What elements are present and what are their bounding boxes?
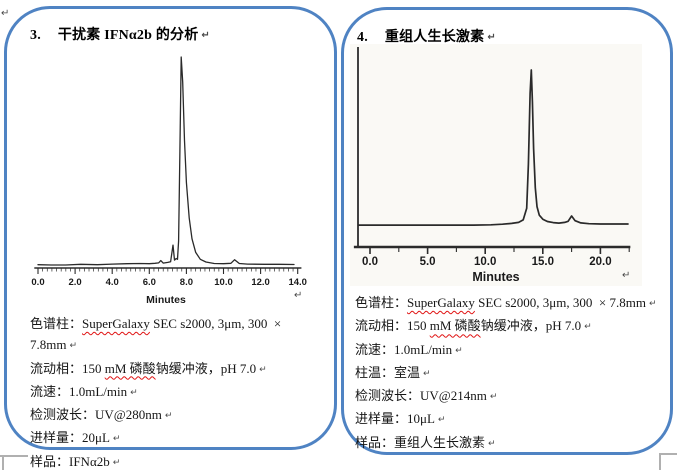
- spec-line: 进样量：20μL ↵: [30, 427, 330, 450]
- x-tick-label: 4.0: [106, 277, 119, 288]
- paragraph-mark: ↵: [112, 457, 121, 468]
- paragraph-mark: ↵: [164, 411, 173, 422]
- x-tick-label: 10.0: [474, 256, 496, 268]
- misspelled-text: SuperGalaxy: [407, 295, 475, 310]
- page-boundary-mark: [659, 453, 677, 455]
- page-boundary-mark: [0, 455, 28, 457]
- section-title: 干扰素 IFNα2b 的分析: [57, 28, 199, 43]
- x-tick-label: 10.0: [214, 277, 233, 288]
- spec-text: 流动相：150: [355, 318, 430, 334]
- section-number: 3.: [30, 28, 41, 43]
- spec-text: 进样量：20μL: [30, 430, 110, 446]
- x-tick-label: 0.0: [362, 256, 378, 268]
- spec-text: SEC s2000, 3μm, 300 × 7.8mm: [474, 295, 646, 310]
- spec-line: 色谱柱：SuperGalaxy SEC s2000, 3μm, 300 × 7.…: [30, 313, 330, 358]
- spec-text: 流速：1.0mL/min: [355, 341, 453, 357]
- chromatogram-plot: 0.0 2.0 4.0 6.0 8.0 10.0 12.0 14.0 Minutes: [31, 56, 307, 306]
- plot-background: [350, 44, 642, 286]
- paragraph-mark: ↵: [423, 368, 431, 379]
- section-number: 4.: [357, 30, 368, 45]
- spec-lines: 色谱柱：SuperGalaxy SEC s2000, 3μm, 300 × 7.…: [355, 292, 667, 455]
- x-tick-label: 8.0: [180, 277, 193, 288]
- spec-text: 样品：IFNα2b: [30, 453, 110, 469]
- spec-line: 流速：1.0mL/min ↵: [30, 381, 330, 404]
- x-axis-label: Minutes: [472, 270, 519, 284]
- spec-line: 检测波长：UV@214nm ↵: [355, 385, 667, 408]
- x-tick-label: 6.0: [143, 277, 156, 288]
- x-tick-label: 15.0: [532, 256, 554, 268]
- x-axis-label: Minutes: [146, 294, 186, 306]
- spec-line: 流动相：150 mM 磷酸钠缓冲液，pH 7.0 ↵: [30, 358, 330, 381]
- paragraph-mark: ↵: [622, 270, 631, 281]
- spec-text: SEC s2000, 3μm, 300 × 7.8mm: [30, 316, 285, 353]
- paragraph-mark: ↵: [259, 364, 267, 375]
- signal-trace: [37, 56, 295, 266]
- paragraph-mark: ↵: [648, 299, 657, 309]
- paragraph-mark: ↵: [294, 290, 303, 301]
- paragraph-mark: ↵: [488, 438, 496, 449]
- paragraph-mark: ↵: [455, 345, 463, 356]
- paragraph-mark: ↵: [437, 415, 446, 426]
- spec-line: 检测波长：UV@280nm ↵: [30, 404, 330, 427]
- spec-line: 样品：重组人生长激素 ↵: [355, 432, 667, 455]
- x-tick-label: 14.0: [288, 277, 307, 288]
- misspelled-text: SuperGalaxy: [82, 316, 150, 331]
- spec-text: 柱温：室温: [355, 364, 421, 380]
- spec-text: 检测波长：UV@214nm: [355, 388, 487, 404]
- spec-line: 进样量：10μL ↵: [355, 408, 667, 431]
- spec-text: 色谱柱：: [30, 316, 83, 331]
- spec-line: 样品：IFNα2b ↵: [30, 451, 330, 470]
- spec-lines: 色谱柱：SuperGalaxy SEC s2000, 3μm, 300 × 7.…: [30, 313, 330, 470]
- panel-title: 3. 干扰素 IFNα2b 的分析 ↵: [30, 24, 210, 44]
- spec-text: 色谱柱：: [355, 295, 408, 310]
- paragraph-mark: ↵: [112, 434, 121, 445]
- chromatogram-ifn-a2b: 0.0 2.0 4.0 6.0 8.0 10.0 12.0 14.0 Minutes: [14, 44, 326, 310]
- x-tick-label: 0.0: [31, 277, 44, 288]
- panel-title: 4. 重组人生长激素 ↵: [357, 26, 496, 46]
- spec-line: 色谱柱：SuperGalaxy SEC s2000, 3μm, 300 × 7.…: [355, 292, 667, 315]
- chromatogram-plot: 0.0 5.0 10.0 15.0 20.0 Minutes: [350, 44, 642, 286]
- spec-line: 流速：1.0mL/min ↵: [355, 339, 667, 362]
- paragraph-mark: ↵: [201, 30, 211, 41]
- paragraph-mark: ↵: [130, 387, 138, 398]
- page-boundary-mark: [659, 453, 661, 470]
- panel-ifn-a2b: [4, 6, 337, 450]
- spec-text: 流动相：150: [30, 360, 105, 376]
- spec-text: 流速：1.0mL/min: [30, 383, 128, 399]
- spec-line: 流动相：150 mM 磷酸钠缓冲液，pH 7.0 ↵: [355, 315, 667, 338]
- spec-text: 样品：重组人生长激素: [355, 434, 486, 450]
- spec-text: 检测波长：UV@280nm: [30, 407, 162, 423]
- paragraph-mark: ↵: [487, 32, 496, 43]
- spec-text: 钠缓冲液，pH 7.0: [480, 318, 582, 334]
- misspelled-text: mM 磷酸: [429, 318, 481, 334]
- x-tick-label: 12.0: [251, 277, 270, 288]
- spec-line: 柱温：室温 ↵: [355, 362, 667, 385]
- spec-text: 钠缓冲液，pH 7.0: [155, 360, 257, 376]
- paragraph-mark: ↵: [69, 341, 78, 352]
- x-tick-label: 20.0: [589, 256, 611, 268]
- spec-text: 进样量：10μL: [355, 411, 435, 427]
- x-tick-label: 5.0: [420, 256, 436, 268]
- paragraph-mark: ↵: [1, 8, 10, 19]
- chromatogram-rhgh: 0.0 5.0 10.0 15.0 20.0 Minutes: [350, 44, 646, 288]
- signal-trace: [357, 69, 629, 226]
- page-boundary-mark: [2, 455, 4, 470]
- paragraph-mark: ↵: [584, 322, 592, 333]
- x-tick-label: 2.0: [68, 277, 81, 288]
- misspelled-text: mM 磷酸: [104, 360, 156, 376]
- paragraph-mark: ↵: [489, 392, 498, 403]
- section-title: 重组人生长激素: [384, 30, 485, 45]
